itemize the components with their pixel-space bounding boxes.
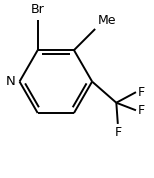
Text: F: F <box>138 86 145 99</box>
Text: Br: Br <box>31 3 45 16</box>
Text: N: N <box>6 75 16 88</box>
Text: Me: Me <box>98 14 117 27</box>
Text: F: F <box>114 126 121 139</box>
Text: F: F <box>138 104 145 117</box>
